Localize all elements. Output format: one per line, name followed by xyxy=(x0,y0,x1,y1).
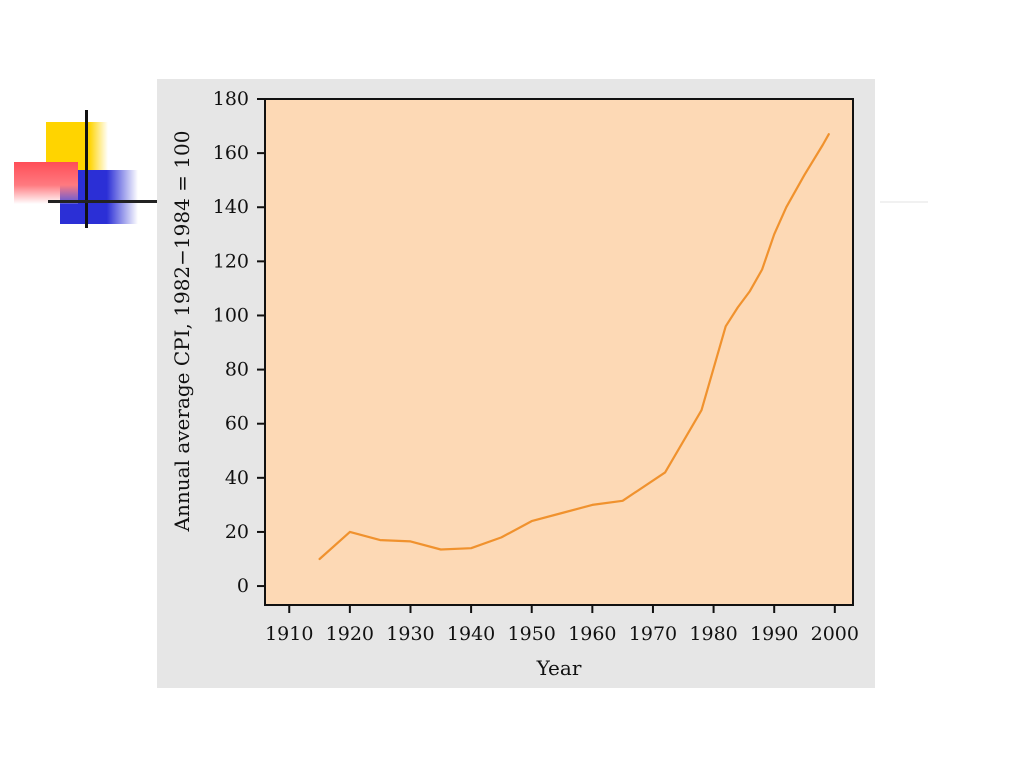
x-tick-label: 1950 xyxy=(508,623,556,645)
cpi-line-chart: 0 20 40 60 80 100 120 140 160 180 1910 1920 1930 194… xyxy=(170,88,859,680)
x-tick-label: 1940 xyxy=(447,623,495,645)
x-tick-label: 2000 xyxy=(811,623,859,645)
title-rule xyxy=(880,201,928,203)
x-tick-label: 1920 xyxy=(326,623,374,645)
y-tick-label: 20 xyxy=(225,521,249,543)
x-tick-label: 1910 xyxy=(265,623,313,645)
figure-panel: 0 20 40 60 80 100 120 140 160 180 1910 1920 1930 194… xyxy=(157,79,875,688)
plot-area xyxy=(264,98,854,606)
y-tick-label: 100 xyxy=(213,304,249,326)
logo-vertical-line xyxy=(85,110,88,228)
x-tick-label: 1970 xyxy=(629,623,677,645)
four-square-crosshair-logo-icon xyxy=(0,0,200,240)
x-tick-label: 1960 xyxy=(568,623,616,645)
y-axis-title: Annual average CPI, 1982−1984 = 100 xyxy=(170,131,194,533)
y-tick-label: 40 xyxy=(225,467,249,489)
y-tick-label: 80 xyxy=(225,359,249,381)
y-tick-label: 120 xyxy=(213,250,249,272)
x-axis: 1910 1920 1930 1940 1950 1960 1970 1980 1990 2000 xyxy=(265,605,859,645)
logo-horizontal-line xyxy=(48,200,158,203)
series-line-cpi xyxy=(318,133,830,561)
x-axis-title: Year xyxy=(536,656,582,680)
y-tick-label: 60 xyxy=(225,413,249,435)
y-tick-label: 140 xyxy=(213,196,249,218)
x-tick-label: 1930 xyxy=(386,623,434,645)
logo-red-square xyxy=(14,162,78,204)
x-tick-label: 1980 xyxy=(689,623,737,645)
y-axis: 0 20 40 60 80 100 120 140 160 180 xyxy=(213,88,265,597)
x-tick-label: 1990 xyxy=(750,623,798,645)
y-tick-label: 0 xyxy=(237,575,249,597)
y-tick-label: 180 xyxy=(213,88,249,110)
y-tick-label: 160 xyxy=(213,142,249,164)
